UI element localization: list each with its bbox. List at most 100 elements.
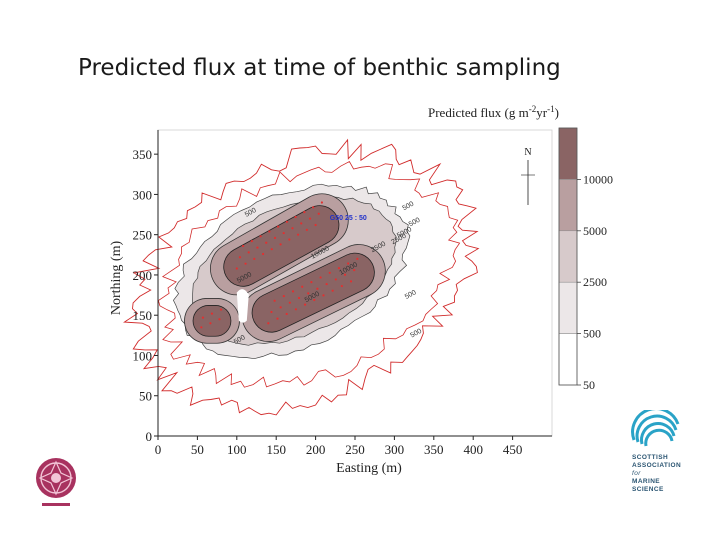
cage-point-upper	[256, 246, 259, 249]
legend-swatch	[558, 127, 578, 180]
axes: 0 50 100 150 200 250 300 350 400 450 0 50 100 150 200 2…	[109, 130, 552, 476]
cage-point-upper	[314, 223, 317, 227]
logo-line-1: SCOTTISH	[632, 454, 669, 461]
plot-area: 5005005002500250050005000500010000100005…	[123, 129, 553, 437]
cage-point-upper	[308, 217, 312, 220]
cage-point-lower	[328, 271, 331, 274]
legend-swatch	[558, 281, 578, 334]
legend: Predicted flux (g m-2yr-1) 10000 5000 2500 5…	[428, 104, 613, 392]
x-tick-label: 200	[306, 442, 326, 457]
cage-point-lower	[297, 296, 301, 300]
cage-point-lower	[322, 294, 325, 297]
logo-line-5: SCIENCE	[632, 486, 664, 493]
cage-point-upper	[253, 257, 256, 260]
legend-title: Predicted flux (g m-2yr-1)	[428, 104, 559, 120]
cage-point-upper	[294, 215, 297, 219]
cage-point-upper	[320, 201, 324, 204]
cage-point-upper	[288, 238, 291, 241]
cage-point-lower	[347, 262, 350, 265]
cage-point-small	[209, 322, 212, 325]
gap-notch	[236, 289, 249, 323]
x-tick-label: 250	[345, 442, 365, 457]
cage-point-lower	[301, 285, 304, 288]
x-tick-label: 300	[385, 442, 405, 457]
contour-label: 500	[233, 334, 247, 346]
cage-point-lower	[288, 301, 291, 304]
x-tick-label: 150	[266, 442, 286, 457]
cage-point-lower	[273, 299, 276, 302]
cage-point-upper	[247, 251, 250, 254]
y-tick-label: 150	[133, 308, 153, 323]
cage-point-upper	[244, 262, 247, 265]
y-tick-label: 50	[139, 389, 152, 404]
contour-50-outer	[123, 138, 480, 416]
cage-point-lower	[270, 310, 273, 314]
legend-label: 500	[583, 327, 601, 341]
contour-label: 500	[244, 207, 258, 219]
cage-point-upper	[291, 227, 294, 230]
cage-point-small	[201, 316, 205, 319]
cage-point-upper	[303, 211, 306, 214]
x-tick-label: 350	[424, 442, 444, 457]
logo-line-3: for	[632, 470, 641, 477]
cage-point-lower	[340, 284, 343, 288]
cage-point-small	[218, 318, 221, 321]
cage-point-upper	[285, 220, 288, 223]
logo-line-2: ASSOCIATION	[632, 462, 682, 469]
legend-swatch	[558, 230, 578, 283]
cage-point-upper	[265, 241, 268, 244]
legend-frame	[558, 127, 578, 386]
legend-swatch	[558, 333, 578, 386]
association-logo-text: SCOTTISH ASSOCIATION for MARINE SCIENCE	[632, 454, 681, 494]
cage-point-upper	[238, 256, 242, 259]
cage-point-upper	[261, 252, 265, 256]
cage-point-lower	[291, 290, 295, 293]
cage-point-upper	[300, 222, 303, 225]
cage-point-upper	[317, 212, 320, 215]
sams-seal-logo	[36, 458, 76, 506]
legend-label: 2500	[583, 275, 607, 289]
legend-label: 50	[583, 378, 595, 392]
cage-point-upper	[270, 248, 273, 251]
cage-point-lower	[282, 294, 285, 298]
slide-title: Predicted flux at time of benthic sampli…	[78, 55, 561, 81]
x-tick-label: 100	[227, 442, 247, 457]
legend-label: 5000	[583, 224, 607, 238]
cage-point-lower	[356, 257, 359, 260]
contour-label: 500	[409, 328, 423, 340]
x-tick-label: 450	[503, 442, 523, 457]
cage-point-lower	[310, 281, 313, 284]
cage-point-small	[200, 326, 203, 329]
contour-10000-upper	[224, 206, 339, 286]
north-arrow-label: N	[524, 147, 531, 158]
cage-point-upper	[296, 233, 300, 236]
x-tick-label: 0	[155, 442, 162, 457]
wave-logo-icon	[631, 410, 680, 447]
cage-point-upper	[273, 236, 277, 240]
cage-point-upper	[312, 206, 315, 209]
cage-point-lower	[349, 280, 353, 283]
site-label: G50 25 : 50	[330, 215, 367, 222]
cage-point-upper	[242, 244, 245, 248]
y-tick-label: 200	[133, 268, 153, 283]
cage-point-upper	[268, 230, 271, 233]
contour-label: 500	[404, 289, 418, 301]
cage-point-upper	[305, 228, 308, 231]
y-tick-label: 250	[133, 228, 153, 243]
cage-point-upper	[250, 240, 253, 243]
cage-point-lower	[319, 276, 322, 279]
cage-point-upper	[235, 267, 238, 270]
y-tick-label: 0	[146, 429, 153, 444]
y-tick-label: 350	[133, 147, 153, 162]
x-tick-label: 50	[191, 442, 204, 457]
contour-10000-lower	[252, 253, 374, 332]
contour-label: 500	[408, 217, 422, 229]
cage-point-lower	[307, 292, 310, 295]
cage-point-small	[219, 308, 223, 311]
cage-point-upper	[282, 231, 285, 235]
cage-point-lower	[316, 287, 319, 290]
cage-point-lower	[353, 269, 356, 272]
cage-point-lower	[267, 322, 270, 325]
y-tick-label: 100	[133, 348, 153, 363]
contour-label: 500	[402, 201, 416, 213]
